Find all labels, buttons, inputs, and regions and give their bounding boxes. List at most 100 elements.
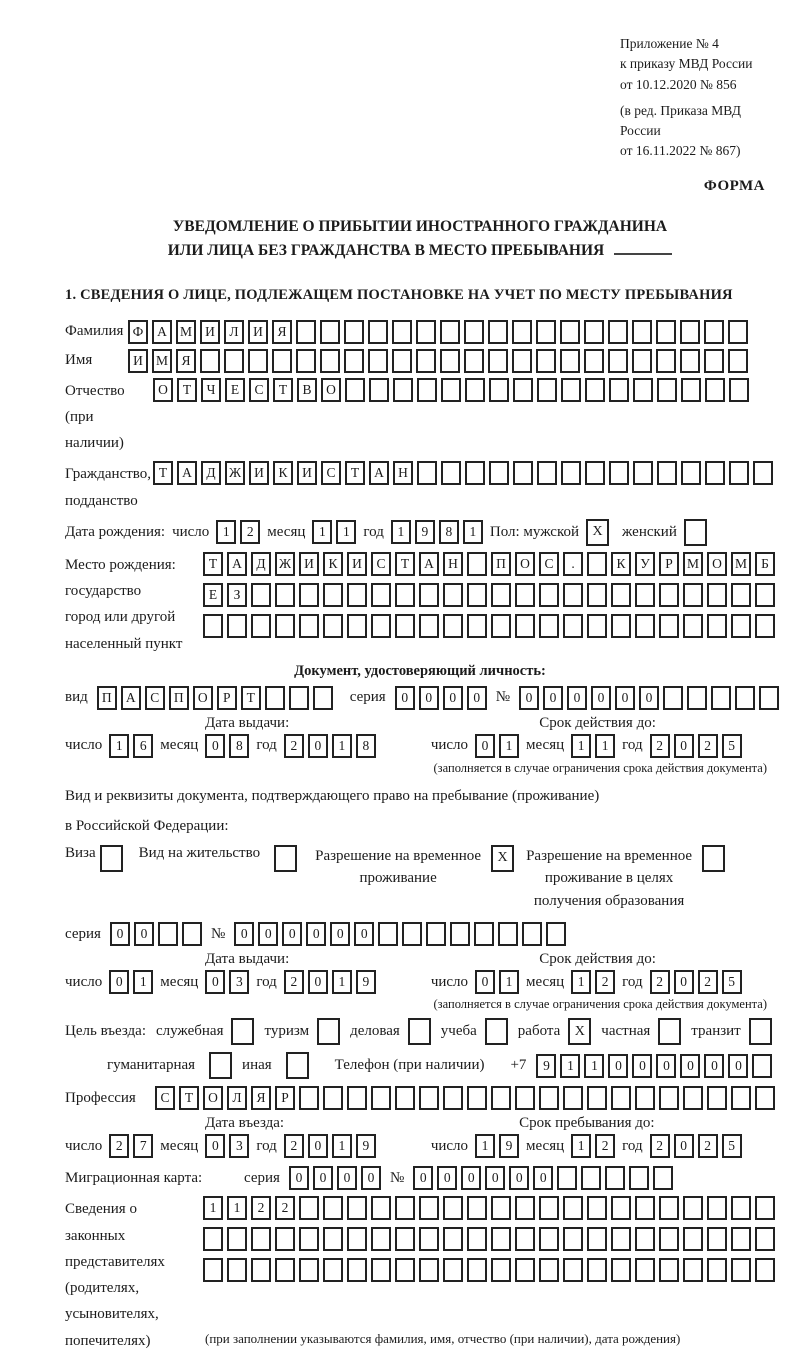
form-cell[interactable]: О bbox=[321, 377, 341, 402]
form-cell[interactable] bbox=[402, 922, 423, 947]
form-cell[interactable] bbox=[513, 377, 533, 402]
form-cell[interactable] bbox=[515, 613, 535, 638]
form-cell[interactable] bbox=[585, 461, 605, 486]
form-cell[interactable]: 1 bbox=[109, 733, 130, 758]
form-cell[interactable] bbox=[491, 1196, 511, 1221]
form-cell[interactable]: 9 bbox=[536, 1053, 557, 1078]
purpose-business-checkbox[interactable] bbox=[407, 1018, 431, 1046]
form-cell[interactable]: К bbox=[611, 551, 631, 576]
form-cell[interactable] bbox=[635, 582, 655, 607]
form-cell[interactable] bbox=[515, 1227, 535, 1252]
form-cell[interactable]: 0 bbox=[673, 970, 694, 995]
form-cell[interactable] bbox=[299, 1258, 319, 1283]
form-cell[interactable] bbox=[441, 461, 461, 486]
form-cell[interactable] bbox=[707, 613, 727, 638]
form-cell[interactable]: 1 bbox=[595, 733, 616, 758]
form-cell[interactable] bbox=[227, 613, 247, 638]
form-cell[interactable] bbox=[299, 1196, 319, 1221]
form-cell[interactable] bbox=[323, 582, 343, 607]
form-cell[interactable]: С bbox=[144, 685, 165, 710]
form-cell[interactable]: Ч bbox=[201, 377, 221, 402]
form-cell[interactable]: Т bbox=[240, 685, 261, 710]
form-cell[interactable] bbox=[605, 1166, 626, 1191]
form-cell[interactable] bbox=[272, 348, 292, 373]
form-cell[interactable] bbox=[705, 461, 725, 486]
form-cell[interactable] bbox=[395, 1227, 415, 1252]
form-cell[interactable] bbox=[345, 377, 365, 402]
form-cell[interactable] bbox=[539, 1258, 559, 1283]
form-cell[interactable] bbox=[512, 348, 532, 373]
form-cell[interactable]: 1 bbox=[499, 970, 520, 995]
form-cell[interactable] bbox=[563, 1196, 583, 1221]
form-cell[interactable]: С bbox=[539, 551, 559, 576]
form-cell[interactable]: 2 bbox=[283, 733, 304, 758]
form-cell[interactable] bbox=[581, 1166, 602, 1191]
form-cell[interactable] bbox=[515, 582, 535, 607]
form-cell[interactable] bbox=[299, 613, 319, 638]
form-cell[interactable]: 9 bbox=[499, 1134, 520, 1159]
form-cell[interactable] bbox=[347, 1086, 367, 1111]
form-cell[interactable]: 0 bbox=[307, 1134, 328, 1159]
form-cell[interactable] bbox=[707, 1086, 727, 1111]
form-cell[interactable]: 7 bbox=[133, 1134, 154, 1159]
form-cell[interactable]: Я bbox=[176, 348, 196, 373]
form-cell[interactable] bbox=[419, 1086, 439, 1111]
visa-checkbox[interactable] bbox=[99, 844, 123, 872]
form-cell[interactable]: 0 bbox=[591, 685, 611, 710]
form-cell[interactable]: А bbox=[177, 461, 197, 486]
form-cell[interactable] bbox=[498, 922, 519, 947]
form-cell[interactable] bbox=[491, 1086, 511, 1111]
form-cell[interactable] bbox=[417, 461, 437, 486]
form-cell[interactable] bbox=[488, 348, 508, 373]
form-cell[interactable] bbox=[537, 461, 557, 486]
form-cell[interactable] bbox=[587, 551, 607, 576]
form-cell[interactable]: Ж bbox=[225, 461, 245, 486]
form-cell[interactable]: 0 bbox=[673, 733, 694, 758]
form-cell[interactable]: О bbox=[153, 377, 173, 402]
form-cell[interactable] bbox=[659, 1196, 679, 1221]
form-cell[interactable] bbox=[755, 1196, 775, 1221]
form-cell[interactable] bbox=[755, 1258, 775, 1283]
form-cell[interactable] bbox=[587, 582, 607, 607]
form-cell[interactable] bbox=[320, 348, 340, 373]
form-cell[interactable]: 8 bbox=[438, 520, 459, 545]
form-cell[interactable]: К bbox=[323, 551, 343, 576]
form-cell[interactable]: 2 bbox=[649, 970, 670, 995]
form-cell[interactable] bbox=[488, 319, 508, 344]
form-cell[interactable]: 2 bbox=[649, 1134, 670, 1159]
form-cell[interactable]: 5 bbox=[721, 1134, 742, 1159]
form-cell[interactable] bbox=[731, 582, 751, 607]
form-cell[interactable]: Е bbox=[225, 377, 245, 402]
form-cell[interactable] bbox=[629, 1166, 650, 1191]
form-cell[interactable]: Т bbox=[153, 461, 173, 486]
form-cell[interactable]: В bbox=[297, 377, 317, 402]
purpose-official-checkbox[interactable] bbox=[231, 1018, 255, 1046]
form-cell[interactable] bbox=[275, 582, 295, 607]
form-cell[interactable] bbox=[417, 377, 437, 402]
form-cell[interactable]: Е bbox=[203, 582, 223, 607]
form-cell[interactable] bbox=[584, 319, 604, 344]
form-cell[interactable] bbox=[467, 1258, 487, 1283]
legal-reps-line-2-input[interactable] bbox=[203, 1227, 775, 1252]
form-cell[interactable] bbox=[296, 348, 316, 373]
form-cell[interactable] bbox=[611, 1258, 631, 1283]
form-cell[interactable]: Т bbox=[203, 551, 223, 576]
form-cell[interactable]: С bbox=[321, 461, 341, 486]
form-cell[interactable] bbox=[537, 377, 557, 402]
form-cell[interactable]: М bbox=[731, 551, 751, 576]
form-cell[interactable] bbox=[464, 319, 484, 344]
form-cell[interactable] bbox=[707, 1258, 727, 1283]
temp-residence-education-checkbox[interactable] bbox=[702, 844, 726, 872]
form-cell[interactable]: 1 bbox=[203, 1196, 223, 1221]
form-cell[interactable]: 1 bbox=[227, 1196, 247, 1221]
form-cell[interactable] bbox=[181, 922, 202, 947]
form-cell[interactable]: 1 bbox=[331, 733, 352, 758]
